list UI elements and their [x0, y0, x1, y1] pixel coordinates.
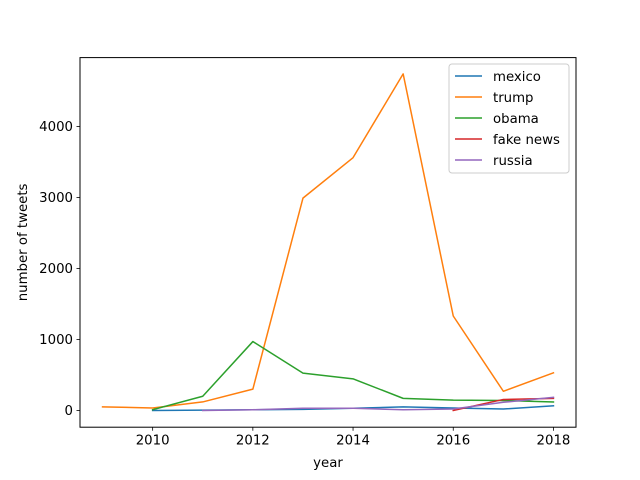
series-line-trump	[101, 73, 555, 409]
y-tick-label: 4000	[39, 120, 73, 135]
y-tick-label: 0	[65, 404, 73, 419]
x-axis-label: year	[313, 456, 343, 471]
y-tick-label: 3000	[39, 191, 73, 206]
ticks-layer: 2010 2012 2014 2016 2018 0 1000 2000 3000 4000	[39, 120, 570, 448]
series-line-russia	[201, 396, 555, 412]
legend-box	[448, 63, 570, 174]
x-tick-label: 2014	[336, 434, 370, 449]
legend-label: fake news	[493, 133, 560, 148]
legend-items: mexico trump obama fake news russia	[455, 70, 560, 169]
y-axis-label: number of tweets	[16, 183, 31, 301]
series-layer	[101, 73, 555, 412]
y-tick-label: 1000	[39, 333, 73, 348]
y-tick-label: 2000	[39, 262, 73, 277]
x-tick-label: 2016	[436, 434, 470, 449]
axes-frame	[79, 57, 577, 428]
legend-label: trump	[493, 91, 534, 106]
series-line-obama	[151, 340, 555, 411]
x-tick-label: 2010	[136, 434, 170, 449]
x-tick-label: 2018	[537, 434, 571, 449]
legend-label: russia	[493, 154, 533, 169]
legend-label: mexico	[493, 70, 541, 85]
legend: mexico trump obama fake news russia	[448, 63, 570, 174]
legend-label: obama	[493, 112, 539, 127]
x-tick-label: 2012	[236, 434, 270, 449]
